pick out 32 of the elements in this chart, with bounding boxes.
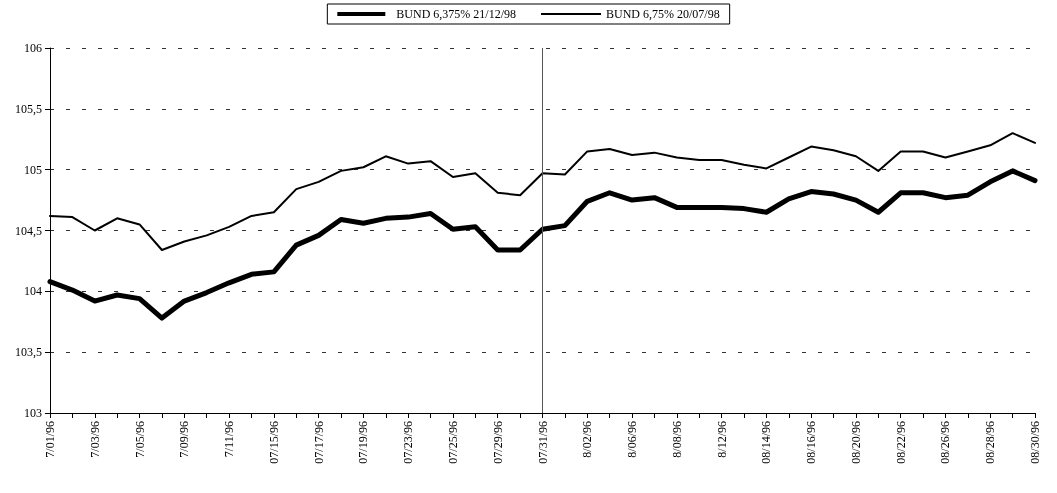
x-tick-label: 8/02/96	[580, 421, 595, 458]
x-tick-label: 08/14/96	[759, 421, 774, 464]
x-tick-label: 7/05/96	[132, 421, 147, 458]
legend-label: BUND 6,75% 20/07/98	[606, 7, 720, 21]
y-tick-label: 103	[24, 406, 42, 420]
x-tick-label: 07/29/96	[490, 421, 505, 464]
x-tick-label: 7/11/96	[222, 421, 237, 458]
x-tick-label: 07/31/96	[535, 421, 550, 464]
y-tick-label: 104,5	[15, 223, 42, 238]
x-tick-label: 08/26/96	[938, 421, 953, 464]
x-tick-label: 8/12/96	[714, 421, 729, 458]
x-tick-label: 07/25/96	[445, 421, 460, 464]
y-tick-label: 104	[24, 284, 42, 299]
legend-label: BUND 6,375% 21/12/98	[396, 7, 517, 21]
x-tick-label: 07/17/96	[311, 421, 326, 464]
x-tick-label: 08/30/96	[1028, 421, 1042, 464]
x-tick-label: 07/15/96	[266, 421, 281, 464]
x-tick-label: 08/16/96	[804, 421, 819, 464]
x-tick-label: 8/06/96	[625, 421, 640, 458]
x-tick-label: 07/19/96	[356, 421, 371, 464]
x-tick-label: 8/08/96	[669, 421, 684, 458]
y-tick-label: 106	[24, 41, 42, 55]
x-tick-label: 08/22/96	[893, 421, 908, 464]
x-tick-label: 7/09/96	[177, 421, 192, 458]
x-tick-label: 7/03/96	[87, 421, 102, 458]
x-tick-label: 7/01/96	[43, 421, 57, 458]
x-tick-label: 08/28/96	[983, 421, 998, 464]
x-tick-label: 08/20/96	[848, 421, 863, 464]
y-tick-label: 105	[24, 162, 42, 177]
x-tick-label: 07/23/96	[401, 421, 416, 464]
y-tick-label: 105,5	[15, 101, 42, 116]
y-tick-label: 103,5	[15, 345, 42, 360]
